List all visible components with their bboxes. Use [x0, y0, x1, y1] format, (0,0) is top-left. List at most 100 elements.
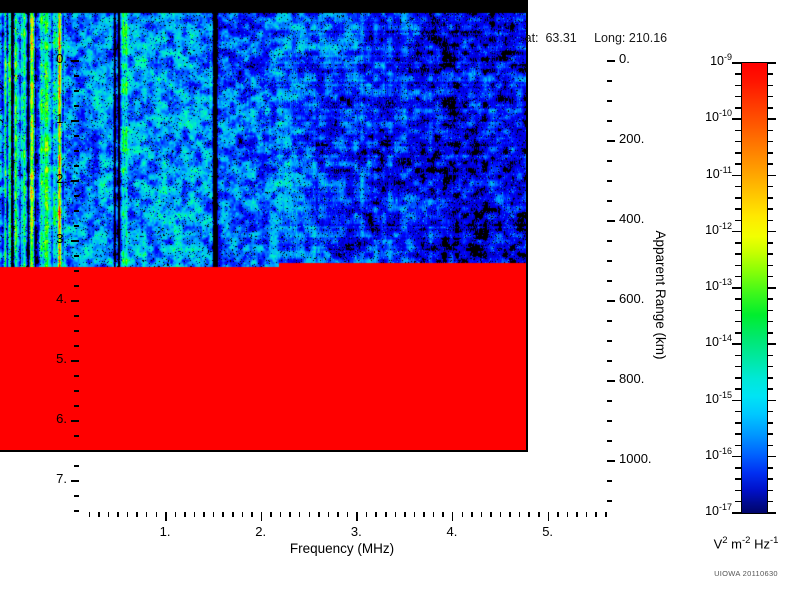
y-left-tick — [74, 90, 79, 92]
colorbar-tick — [735, 152, 741, 154]
colorbar-tick — [767, 107, 773, 109]
colorbar-tick — [735, 275, 741, 278]
y-right-tick — [607, 440, 612, 442]
colorbar-tick — [735, 410, 741, 413]
y-right-tick — [607, 240, 612, 242]
y-left-tick-label: 1. — [56, 111, 67, 126]
x-tick — [346, 512, 349, 517]
x-tick — [270, 512, 272, 517]
colorbar-tick — [767, 320, 773, 323]
y-left-tick — [74, 495, 79, 497]
colorbar-tick — [735, 388, 741, 390]
y-right-tick — [607, 60, 615, 62]
colorbar-tick — [767, 399, 776, 401]
colorbar-tick — [767, 197, 773, 199]
colorbar-tick — [732, 287, 741, 289]
y-right-tick — [607, 380, 615, 382]
x-tick — [490, 512, 492, 517]
y-left-tick — [74, 375, 79, 377]
colorbar-tick — [735, 433, 741, 435]
colorbar-tick — [767, 365, 773, 368]
x-tick — [107, 512, 110, 517]
colorbar-tick — [767, 253, 773, 255]
y-left-tick-label: 4. — [56, 291, 67, 306]
y-left-tick — [71, 120, 79, 122]
y-left-tick-label: 2. — [56, 171, 67, 186]
y-right-tick — [607, 120, 612, 122]
colorbar-tick — [767, 95, 773, 98]
colorbar-tick — [767, 410, 773, 413]
colorbar-tick-label: 10-13 — [705, 277, 732, 294]
colorbar-tick — [767, 287, 776, 289]
x-tick — [251, 512, 253, 517]
y-left-tick — [74, 210, 79, 212]
x-tick — [232, 512, 234, 517]
x-tick — [423, 512, 425, 517]
y-left-tick — [74, 225, 79, 227]
x-tick — [279, 512, 282, 517]
x-tick — [394, 512, 397, 517]
y-left-tick — [71, 420, 79, 422]
y-left-tick — [74, 165, 79, 167]
colorbar-tick — [732, 118, 741, 120]
y-left-tick — [71, 360, 79, 362]
x-tick-label: 3. — [350, 524, 362, 539]
spectrogram-image — [0, 0, 526, 450]
y-left-tick — [74, 510, 79, 512]
x-tick — [126, 512, 129, 517]
y-left-tick — [74, 285, 79, 287]
y-left-tick-label: 7. — [56, 471, 67, 486]
y-left-tick — [74, 270, 79, 272]
colorbar-tick — [735, 208, 741, 210]
y-right-tick — [607, 480, 612, 482]
x-tick — [413, 512, 416, 517]
colorbar-tick-label: 10-11 — [705, 164, 732, 181]
y-right-tick-label: 600. — [619, 291, 645, 306]
x-tick-label: 4. — [446, 524, 458, 539]
colorbar-tick — [735, 422, 741, 424]
y-right-tick — [607, 220, 615, 222]
colorbar-tick — [767, 422, 773, 424]
x-tick — [203, 512, 205, 517]
y-left-tick — [74, 195, 79, 197]
x-tick — [385, 512, 387, 517]
y-right-tick-label: 400. — [619, 211, 645, 226]
y-left-tick-label: 3. — [56, 231, 67, 246]
y-axis-left-label: Time Delay (ms) — [0, 85, 3, 185]
colorbar-tick — [767, 343, 776, 345]
colorbar-tick — [735, 197, 741, 199]
y-left-tick — [74, 135, 79, 137]
x-tick — [88, 512, 91, 517]
x-tick — [432, 512, 435, 517]
colorbar-tick — [732, 174, 741, 176]
colorbar-tick — [735, 129, 741, 131]
colorbar-tick — [735, 84, 741, 86]
colorbar-tick-label: 10-17 — [705, 502, 732, 519]
x-tick — [518, 512, 521, 517]
colorbar-tick — [767, 354, 773, 356]
y-right-tick — [607, 320, 612, 322]
colorbar-tick — [735, 73, 741, 75]
x-tick — [605, 512, 607, 517]
y-left-tick-label: 6. — [56, 411, 67, 426]
colorbar-tick-label: 10-16 — [705, 445, 732, 462]
y-right-tick — [607, 160, 612, 162]
y-right-tick — [607, 200, 612, 202]
y-right-tick — [607, 140, 615, 142]
colorbar-tick — [767, 478, 773, 480]
x-tick — [145, 512, 148, 517]
colorbar-tick — [735, 242, 741, 244]
colorbar-tick-label: 10-10 — [705, 108, 732, 125]
y-right-tick-label: 0. — [619, 51, 630, 66]
x-tick — [318, 512, 320, 517]
x-tick — [595, 512, 597, 517]
colorbar-tick — [767, 185, 773, 188]
x-tick — [174, 512, 177, 517]
colorbar-tick — [767, 208, 773, 210]
y-right-tick-label: 800. — [619, 371, 645, 386]
colorbar-tick — [735, 489, 741, 491]
x-tick — [136, 512, 138, 517]
colorbar-tick — [767, 174, 776, 176]
y-right-tick — [607, 360, 612, 362]
colorbar-tick — [767, 264, 773, 266]
